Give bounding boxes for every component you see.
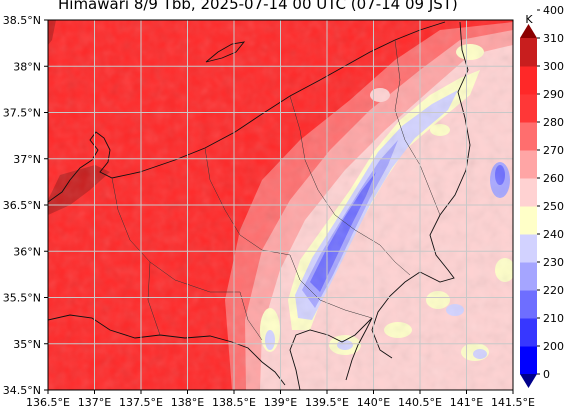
colorbar-band — [520, 150, 537, 179]
y-tick-label: 36°N — [13, 245, 41, 258]
colorbar-extend-min — [520, 374, 537, 388]
colorbar-unit: K — [525, 13, 533, 26]
colorbar-tick-label: 220 — [543, 284, 564, 297]
colorbar-tick-label: 310 — [543, 32, 564, 45]
graticule — [48, 20, 513, 390]
y-tick-label: 37.5°N — [3, 107, 41, 120]
y-tick-label: 38°N — [13, 60, 41, 73]
y-axis: 38.5°N 38°N 37.5°N 37°N 36.5°N 36°N 35.5… — [3, 14, 48, 397]
x-tick-label: 137°E — [78, 396, 111, 409]
x-tick-label: 139°E — [264, 396, 297, 409]
y-tick-label: 35.5°N — [3, 292, 41, 305]
colorbar-tick-label: 250 — [543, 200, 564, 213]
colorbar-band — [520, 38, 537, 67]
y-tick-label: 36.5°N — [3, 199, 41, 212]
colorbar-band — [520, 290, 537, 319]
x-axis: 136.5°E 137°E 137.5°E 138°E 138.5°E 139°… — [26, 390, 535, 409]
colorbar-tick-label: 240 — [543, 228, 564, 241]
map-title: Himawari 8/9 Tbb, 2025-07-14 00 UTC (07-… — [58, 0, 458, 13]
colorbar: K 0 200 210 220 230 240 250 260 270 280 290 300 310 4… — [520, 4, 564, 388]
colorbar-tick-label: 280 — [543, 116, 564, 129]
colorbar-band — [520, 346, 537, 375]
colorbar-band — [520, 94, 537, 123]
y-tick-label: 35°N — [13, 338, 41, 351]
colorbar-tick-label: 0 — [543, 368, 550, 381]
colorbar-tick-label: 270 — [543, 144, 564, 157]
boundaries — [111, 39, 441, 341]
colorbar-tick-label: 290 — [543, 88, 564, 101]
colorbar-band — [520, 262, 537, 291]
x-tick-label: 136.5°E — [26, 396, 70, 409]
colorbar-bands — [520, 24, 537, 388]
x-tick-label: 139.5°E — [305, 396, 349, 409]
x-tick-label: 141°E — [450, 396, 483, 409]
colorbar-band — [520, 122, 537, 151]
colorbar-tick-label: 300 — [543, 60, 564, 73]
y-tick-label: 37°N — [13, 153, 41, 166]
x-tick-label: 137.5°E — [119, 396, 163, 409]
colorbar-tick-label: 200 — [543, 340, 564, 353]
colorbar-band — [520, 178, 537, 207]
x-tick-label: 140.5°E — [398, 396, 442, 409]
y-tick-label: 34.5°N — [3, 384, 41, 397]
x-tick-label: 138.5°E — [212, 396, 256, 409]
colorbar-band — [520, 318, 537, 347]
colorbar-extend-max — [520, 24, 537, 38]
colorbar-tick-label: 260 — [543, 172, 564, 185]
colorbar-band — [520, 66, 537, 95]
colorbar-tick-label: 210 — [543, 312, 564, 325]
colorbar-labels: 0 200 210 220 230 240 250 260 270 280 290 300 310 400 — [537, 4, 564, 381]
colorbar-band — [520, 234, 537, 263]
colorbar-band — [520, 206, 537, 235]
colorbar-tick-label: 400 — [543, 4, 564, 17]
y-tick-label: 38.5°N — [3, 14, 41, 27]
x-tick-label: 141.5°E — [491, 396, 535, 409]
x-tick-label: 138°E — [171, 396, 204, 409]
x-tick-label: 140°E — [357, 396, 390, 409]
colorbar-tick-label: 230 — [543, 256, 564, 269]
